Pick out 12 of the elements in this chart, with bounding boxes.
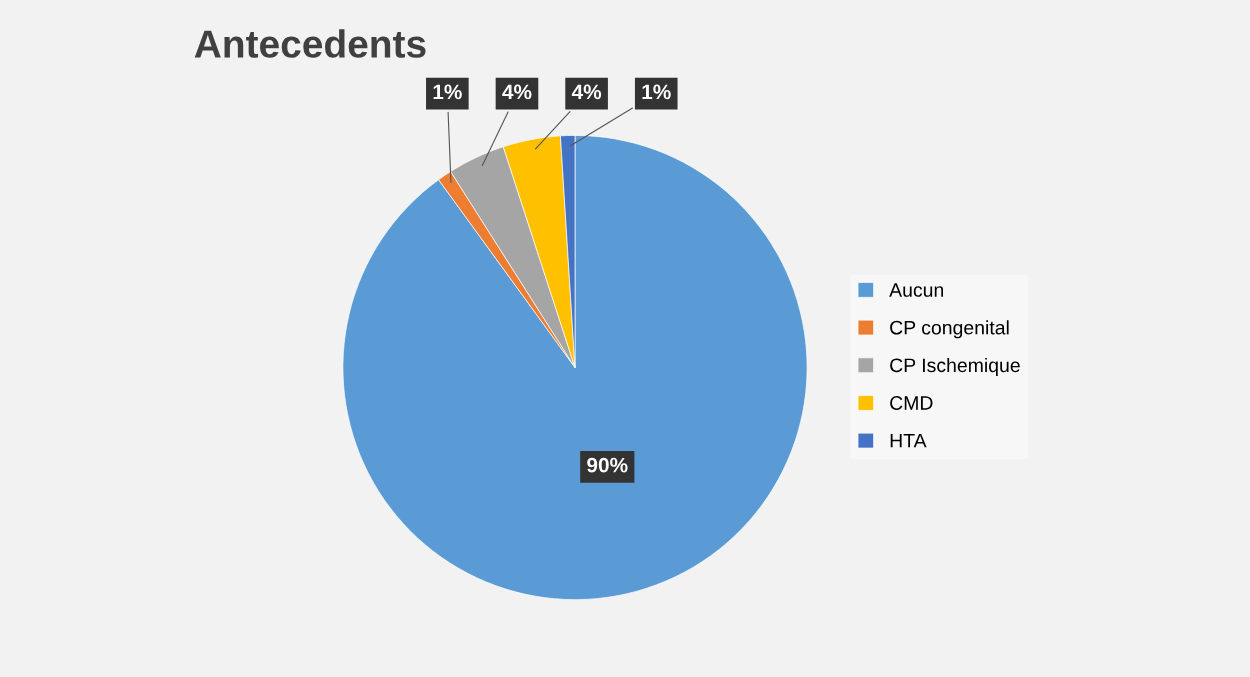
legend-label: CMD: [890, 396, 933, 410]
data-label: 90%: [587, 457, 628, 473]
legend-label: CP Ischemique: [890, 357, 1020, 377]
pie-slice: [342, 135, 808, 600]
data-label: 4%: [571, 84, 602, 100]
legend-label: HTA: [890, 433, 927, 448]
chart-title: Antecedents: [194, 29, 426, 58]
legend-label: CP congenital: [890, 320, 1009, 339]
data-label: 1%: [433, 84, 462, 100]
legend-label: Aucun: [889, 283, 944, 297]
data-label: 1%: [642, 84, 671, 100]
data-label: 4%: [502, 84, 532, 100]
